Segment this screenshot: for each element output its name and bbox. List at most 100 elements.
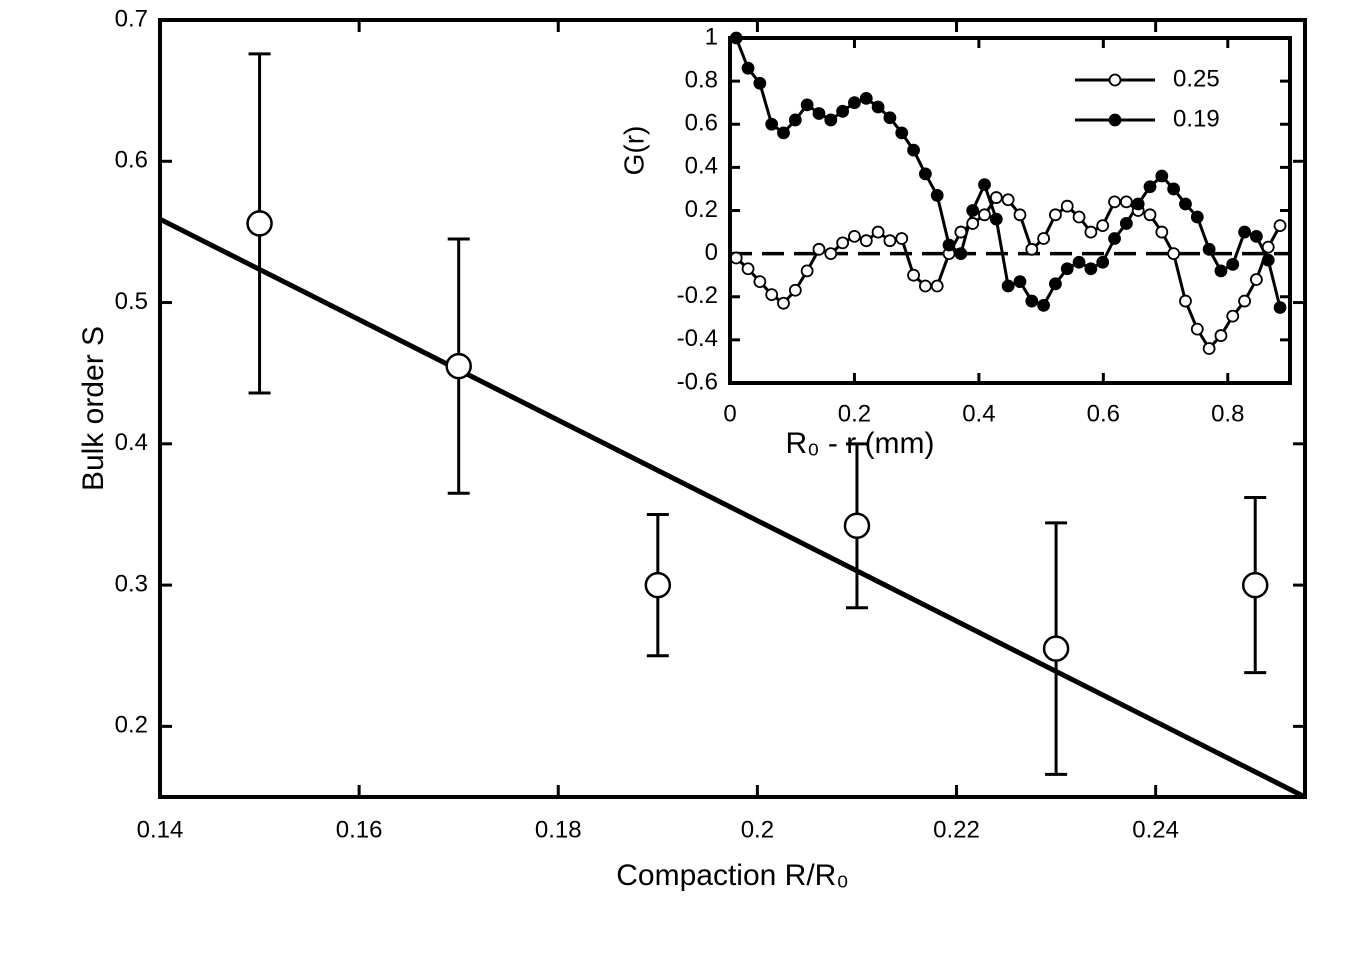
data-point bbox=[918, 167, 932, 181]
data-point bbox=[1060, 262, 1074, 276]
data-point bbox=[824, 247, 838, 261]
y-tick-label: 0.2 bbox=[115, 712, 148, 739]
x-tick-label: 0.8 bbox=[1211, 400, 1244, 427]
data-point bbox=[1001, 279, 1015, 293]
y-tick-label: 0.6 bbox=[115, 147, 148, 174]
data-point bbox=[930, 279, 944, 293]
data-point bbox=[1096, 219, 1110, 232]
data-point bbox=[989, 212, 1003, 226]
y-tick-label: 0 bbox=[705, 239, 718, 266]
data-point bbox=[954, 247, 968, 261]
x-axis-title: Compaction R/R₀ bbox=[616, 859, 849, 892]
data-point bbox=[989, 191, 1003, 204]
data-point bbox=[836, 104, 850, 118]
data-point bbox=[788, 283, 802, 297]
legend-label: 0.19 bbox=[1173, 105, 1220, 132]
data-point bbox=[1238, 294, 1251, 308]
data-point bbox=[1013, 208, 1027, 222]
data-point bbox=[1238, 225, 1251, 239]
data-point bbox=[1013, 275, 1027, 289]
data-point bbox=[788, 113, 802, 127]
data-point bbox=[1167, 247, 1181, 261]
data-point bbox=[1202, 242, 1216, 256]
data-point bbox=[1108, 232, 1121, 245]
inset-chart: 0 0.2 0.4 0.6 0.8 -0.6 -0.4 -0.2 0 0.2 0.4 0.6 0.8 1 R… bbox=[618, 23, 1292, 460]
data-point bbox=[800, 264, 814, 278]
data-point bbox=[978, 178, 991, 192]
data-point bbox=[812, 107, 826, 120]
y-tick-label: 0.7 bbox=[115, 5, 148, 32]
data-point bbox=[729, 251, 743, 265]
data-point bbox=[741, 61, 755, 75]
data-point bbox=[1049, 277, 1062, 291]
x-tick-label: 0.2 bbox=[741, 816, 774, 843]
data-point bbox=[895, 126, 909, 140]
data-point bbox=[1202, 342, 1216, 355]
data-point bbox=[1084, 262, 1098, 276]
data-point bbox=[1131, 197, 1145, 211]
data-point bbox=[1250, 273, 1263, 286]
data-point bbox=[859, 91, 873, 105]
data-point bbox=[1155, 225, 1169, 239]
data-point bbox=[1025, 242, 1039, 256]
data-point bbox=[1226, 309, 1240, 323]
data-point bbox=[1261, 253, 1275, 267]
data-point bbox=[942, 238, 956, 252]
data-point bbox=[1049, 208, 1062, 222]
legend-label: 0.25 bbox=[1173, 65, 1220, 92]
data-point bbox=[753, 76, 767, 90]
data-point bbox=[824, 113, 838, 127]
data-point bbox=[859, 234, 873, 248]
data-point bbox=[1143, 208, 1157, 222]
data-point bbox=[1261, 240, 1275, 254]
legend-marker bbox=[1108, 113, 1122, 127]
x-tick-label: 0.24 bbox=[1132, 816, 1179, 843]
data-point bbox=[1119, 195, 1133, 209]
data-point bbox=[777, 296, 790, 310]
data-point bbox=[1155, 169, 1169, 183]
data-point bbox=[765, 288, 779, 301]
y-tick-label: 1 bbox=[705, 23, 718, 50]
data-point bbox=[1037, 232, 1050, 245]
data-point bbox=[918, 279, 932, 293]
data-point bbox=[1167, 182, 1181, 196]
data-point bbox=[753, 275, 767, 289]
data-point bbox=[1273, 219, 1287, 232]
data-point bbox=[1179, 197, 1192, 211]
data-point bbox=[1190, 322, 1204, 336]
data-point bbox=[907, 143, 920, 157]
data-point bbox=[1190, 210, 1204, 224]
x-tick-label: 0.4 bbox=[962, 400, 995, 427]
data-point bbox=[1037, 298, 1050, 312]
data-point bbox=[1001, 193, 1015, 207]
x-tick-label: 0.22 bbox=[933, 816, 980, 843]
data-point bbox=[765, 117, 779, 131]
x-tick-label: 0 bbox=[723, 400, 736, 427]
data-point bbox=[777, 126, 790, 140]
data-point bbox=[871, 100, 885, 114]
y-tick-label: -0.4 bbox=[677, 325, 718, 352]
y-tick-label: -0.6 bbox=[677, 368, 718, 395]
data-point bbox=[644, 571, 672, 599]
data-point bbox=[966, 204, 980, 217]
data-point bbox=[1072, 210, 1086, 224]
data-point bbox=[1143, 180, 1157, 194]
data-point bbox=[1214, 329, 1228, 342]
data-point bbox=[883, 234, 897, 248]
data-point bbox=[741, 262, 755, 276]
data-point bbox=[1096, 255, 1110, 269]
y-tick-label: 0.4 bbox=[685, 153, 718, 180]
x-tick-label: 0.6 bbox=[1087, 400, 1120, 427]
data-point bbox=[1273, 301, 1287, 314]
data-point bbox=[1241, 571, 1269, 599]
data-point bbox=[843, 512, 871, 540]
x-tick-label: 0.14 bbox=[137, 816, 184, 843]
data-point bbox=[954, 225, 968, 239]
data-point bbox=[1226, 258, 1240, 271]
data-point bbox=[836, 236, 850, 250]
data-point bbox=[848, 96, 861, 110]
data-point bbox=[445, 352, 472, 380]
plot-frame bbox=[158, 18, 1307, 799]
